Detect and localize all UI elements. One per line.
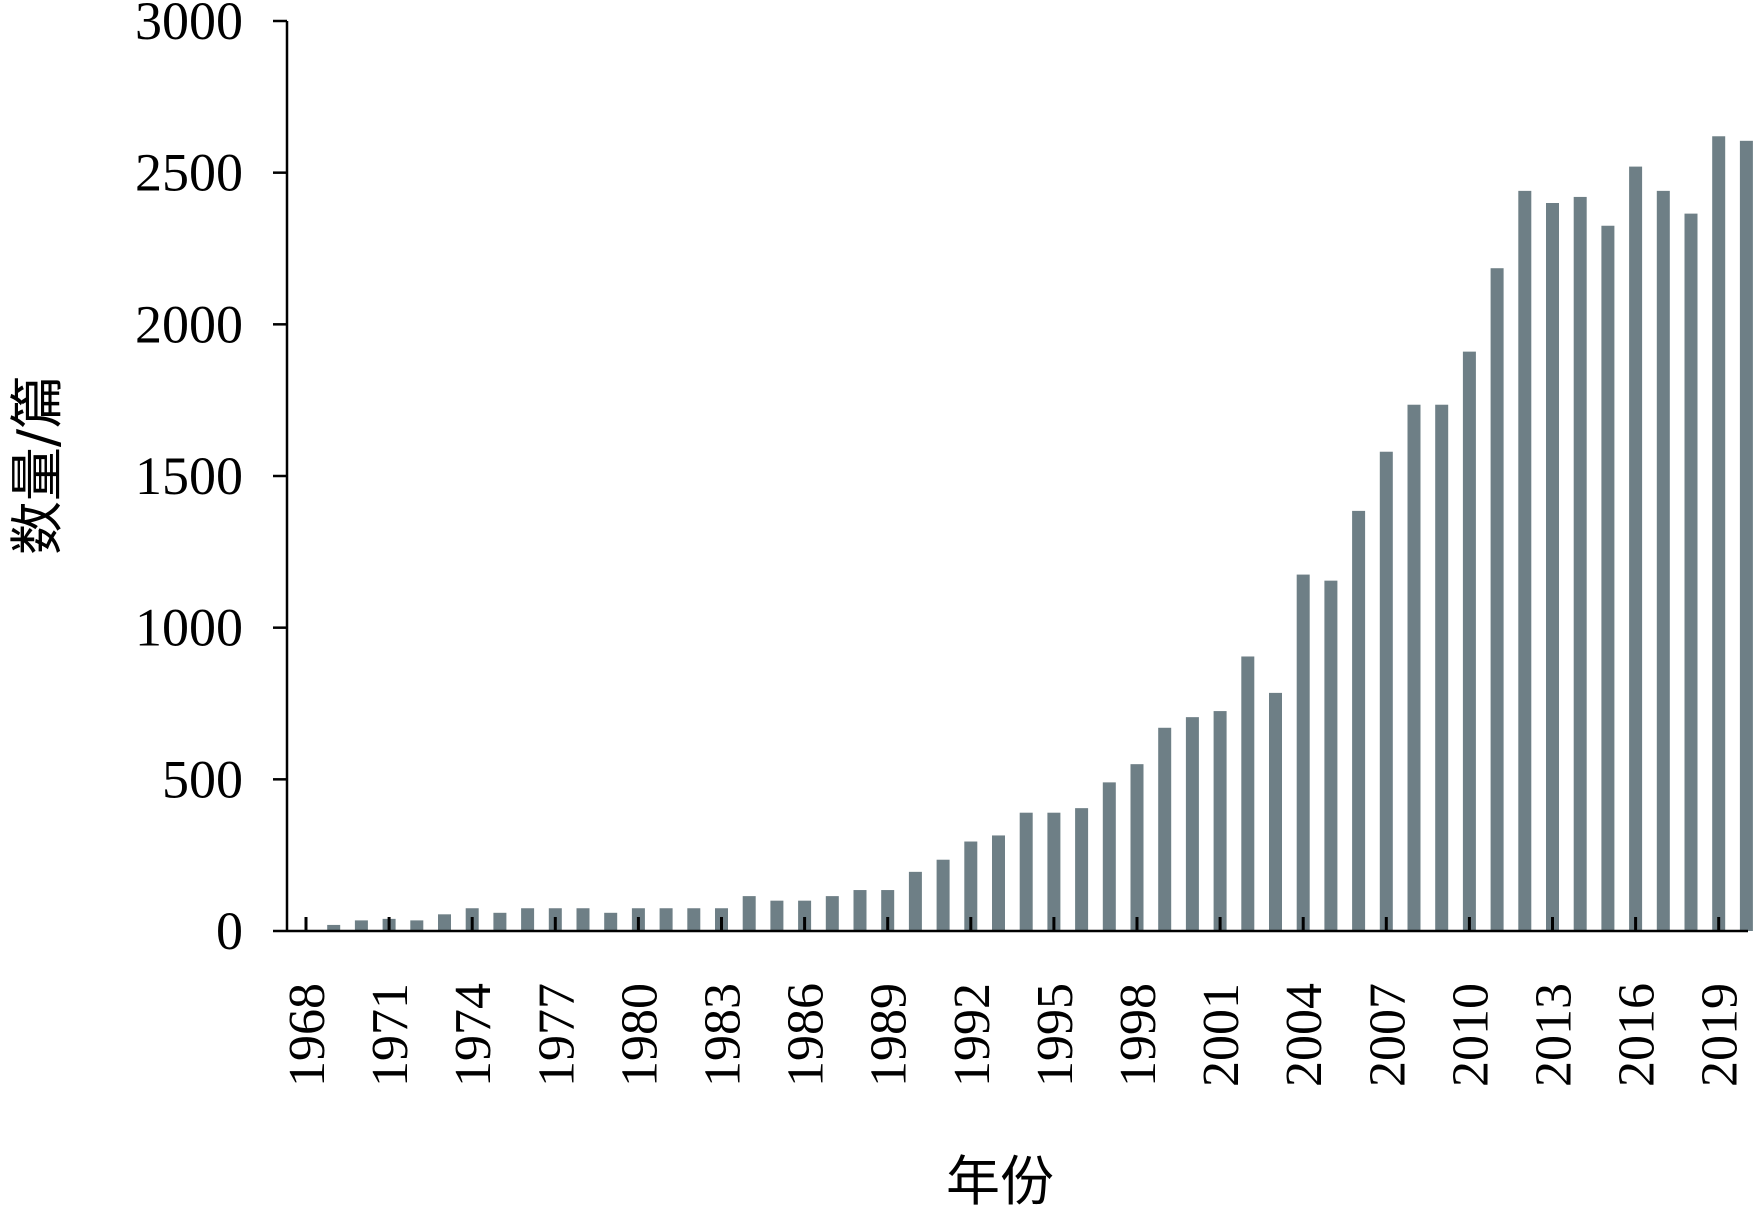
bar-1992 — [964, 841, 978, 931]
bar-2016 — [1629, 166, 1643, 932]
bar-1990 — [908, 871, 922, 931]
x-tick-label: 1968 — [279, 983, 336, 1087]
bar-2008 — [1407, 404, 1421, 932]
y-tick-label: 2500 — [135, 143, 243, 203]
x-tick-label: 2019 — [1692, 983, 1749, 1087]
bar-1994 — [1019, 812, 1033, 931]
bar-1987 — [825, 896, 839, 931]
y-axis-ticks: 0 500 1000 1500 2000 2500 3000 — [135, 0, 287, 961]
bar-1973 — [438, 914, 451, 931]
y-tick-label: 500 — [162, 749, 243, 809]
bar-2000 — [1185, 717, 1199, 931]
bar-2020 — [1739, 140, 1753, 931]
bar-1972 — [410, 920, 424, 931]
bar-1986 — [798, 900, 812, 931]
x-tick-label: 1977 — [528, 983, 585, 1087]
x-tick-label: 1980 — [611, 983, 668, 1087]
bar-1993 — [992, 835, 1005, 931]
bar-2018 — [1684, 213, 1698, 931]
bar-1999 — [1158, 727, 1172, 931]
bar-1982 — [687, 908, 701, 931]
bar-2009 — [1435, 404, 1449, 932]
bar-2006 — [1352, 510, 1366, 931]
bar-2012 — [1518, 190, 1532, 931]
bar-2015 — [1601, 225, 1615, 931]
bar-1981 — [659, 908, 673, 931]
x-tick-label: 1986 — [778, 983, 835, 1087]
bar-1979 — [604, 912, 618, 931]
bar-2013 — [1546, 203, 1559, 931]
bar-2019 — [1712, 136, 1726, 931]
y-tick-label: 3000 — [135, 0, 243, 51]
x-tick-label: 1992 — [944, 983, 1001, 1087]
y-axis-label: 数量/篇 — [6, 375, 69, 555]
bar-1970 — [354, 920, 368, 931]
bar-1997 — [1102, 782, 1116, 931]
x-tick-label: 1974 — [445, 983, 502, 1087]
bar-1998 — [1130, 764, 1144, 931]
y-tick-label: 2000 — [135, 294, 243, 354]
bar-2002 — [1241, 656, 1255, 931]
x-tick-label: 2001 — [1193, 983, 1250, 1087]
bar-1975 — [493, 912, 507, 931]
x-tick-label: 1971 — [362, 983, 419, 1087]
bar-2007 — [1379, 451, 1393, 931]
x-axis-ticks: 1968 1971 1974 1977 1980 1983 1986 1989 1992 1995… — [279, 917, 1749, 1087]
x-tick-label: 2004 — [1276, 983, 1333, 1087]
bar-2004 — [1296, 574, 1310, 931]
x-tick-label: 1983 — [695, 983, 752, 1087]
y-tick-label: 1000 — [135, 598, 243, 658]
bar-2010 — [1462, 351, 1476, 931]
y-tick-label: 0 — [216, 901, 243, 961]
bar-1985 — [770, 900, 784, 931]
bar-1984 — [742, 896, 756, 931]
bar-2014 — [1573, 196, 1587, 931]
x-tick-label: 1989 — [861, 983, 918, 1087]
x-tick-label: 2013 — [1526, 983, 1583, 1087]
bar-1976 — [521, 908, 535, 931]
y-tick-label: 1500 — [135, 446, 243, 506]
x-tick-label: 2010 — [1442, 983, 1499, 1087]
bar-1995 — [1047, 812, 1061, 931]
bar-2017 — [1656, 190, 1670, 931]
x-tick-label: 1998 — [1110, 983, 1167, 1087]
bar-1996 — [1075, 808, 1089, 931]
bar-1991 — [936, 859, 950, 931]
bar-1988 — [853, 890, 867, 931]
bar-1969 — [327, 924, 341, 931]
x-tick-label: 2016 — [1609, 983, 1666, 1087]
bar-1978 — [576, 908, 590, 931]
bars — [327, 136, 1753, 932]
bar-1989 — [881, 890, 895, 931]
bar-2005 — [1324, 580, 1338, 931]
x-tick-label: 1995 — [1027, 983, 1084, 1087]
x-tick-label: 2007 — [1359, 983, 1416, 1087]
x-axis-label: 年份 — [946, 1150, 1054, 1213]
bar-2003 — [1269, 692, 1282, 931]
bar-2011 — [1490, 268, 1504, 932]
bar-2001 — [1213, 711, 1227, 931]
